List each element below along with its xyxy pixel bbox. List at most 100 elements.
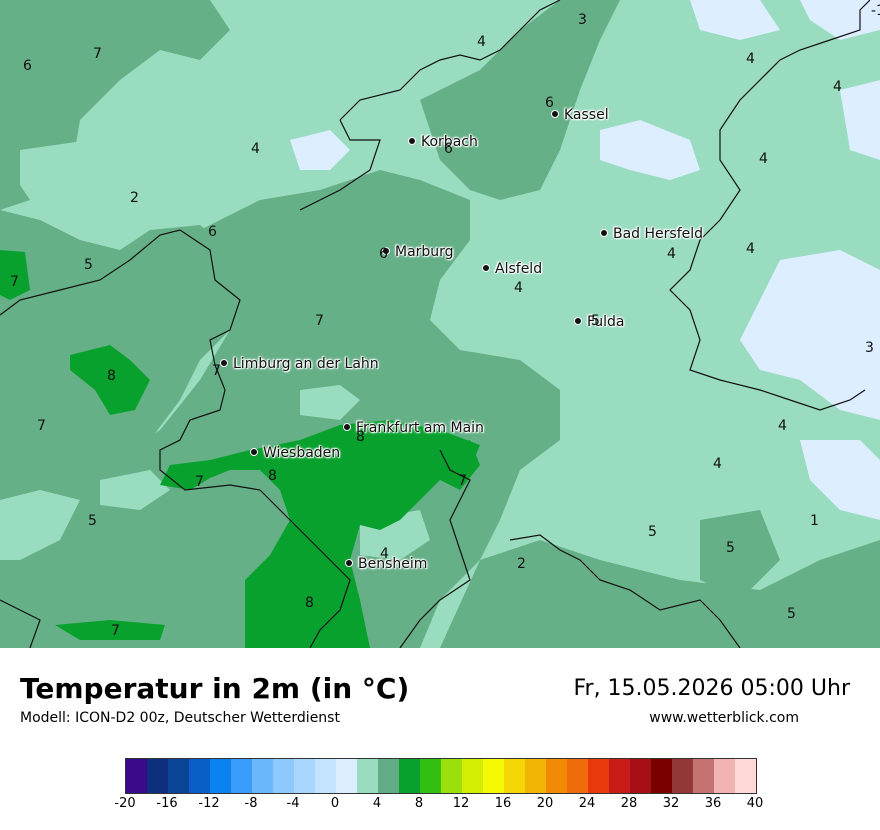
temperature-value: 4 (380, 546, 389, 562)
scale-swatch (651, 759, 672, 793)
temperature-value: 2 (130, 190, 139, 206)
temperature-value: 6 (208, 224, 217, 240)
temperature-value: 5 (787, 606, 796, 622)
scale-swatch (294, 759, 315, 793)
temperature-value: 5 (591, 313, 600, 329)
city-marker: Wiesbaden (250, 445, 340, 461)
scale-tick-label: 12 (452, 796, 470, 811)
forecast-datetime: Fr, 15.05.2026 05:00 Uhr (573, 676, 850, 701)
temperature-value: 4 (713, 456, 722, 472)
scale-swatch (147, 759, 168, 793)
website-link[interactable]: www.wetterblick.com (649, 710, 799, 726)
scale-swatch (273, 759, 294, 793)
temperature-value: 7 (458, 473, 467, 489)
scale-swatch (210, 759, 231, 793)
city-dot-icon (574, 317, 582, 325)
city-label: Bensheim (358, 556, 428, 572)
scale-swatch (483, 759, 504, 793)
model-info: Modell: ICON-D2 00z, Deutscher Wetterdie… (20, 710, 340, 726)
scale-swatch (567, 759, 588, 793)
temperature-value: 7 (10, 274, 19, 290)
temperature-value: 4 (667, 246, 676, 262)
city-label: Fulda (587, 314, 625, 330)
scale-tick-label: -12 (198, 796, 220, 811)
scale-tick-label: 8 (414, 796, 424, 811)
city-dot-icon (343, 423, 351, 431)
city-label: Bad Hersfeld (613, 226, 704, 242)
scale-swatch (378, 759, 399, 793)
scale-tick-label: 28 (620, 796, 638, 811)
scale-swatch (315, 759, 336, 793)
city-marker: Fulda (574, 314, 625, 330)
temperature-value: 5 (648, 524, 657, 540)
scale-swatch (399, 759, 420, 793)
temperature-value: 4 (514, 280, 523, 296)
scale-swatch (630, 759, 651, 793)
temperature-value: -1 (871, 3, 880, 19)
scale-swatch (189, 759, 210, 793)
scale-swatch (609, 759, 630, 793)
temperature-value: 4 (251, 141, 260, 157)
scale-swatch (231, 759, 252, 793)
temperature-value: 4 (746, 51, 755, 67)
city-label: Wiesbaden (263, 445, 341, 461)
city-marker: Frankfurt am Main (343, 420, 484, 436)
scale-swatch (126, 759, 147, 793)
scale-swatch (168, 759, 189, 793)
scale-tick-label: -20 (114, 796, 136, 811)
scale-tick-label: 36 (704, 796, 722, 811)
scale-tick-label: 32 (662, 796, 680, 811)
city-marker: Limburg an der Lahn (220, 356, 379, 372)
temperature-value: 3 (865, 340, 874, 356)
temperature-value: 8 (356, 429, 365, 445)
temperature-value: 4 (778, 418, 787, 434)
scale-swatch (672, 759, 693, 793)
city-dot-icon (482, 264, 490, 272)
temperature-value: 7 (212, 363, 221, 379)
temperature-value: 6 (379, 246, 388, 262)
state-borders (0, 0, 871, 648)
scale-swatch (735, 759, 756, 793)
city-marker: Bad Hersfeld (600, 226, 703, 242)
map-canvas (0, 0, 880, 648)
city-label: Alsfeld (495, 261, 543, 277)
temperature-value: 6 (545, 95, 554, 111)
temperature-value: 5 (88, 513, 97, 529)
city-dot-icon (220, 359, 228, 367)
temperature-value: 6 (23, 58, 32, 74)
scale-tick-label: -4 (286, 796, 300, 811)
scale-swatch (588, 759, 609, 793)
city-marker: Marburg (382, 244, 454, 260)
city-dot-icon (600, 229, 608, 237)
temperature-value: 7 (93, 46, 102, 62)
scale-swatch (336, 759, 357, 793)
city-label: Limburg an der Lahn (233, 356, 379, 372)
temperature-value: 4 (759, 151, 768, 167)
city-marker: Bensheim (345, 556, 427, 572)
city-marker: Kassel (551, 107, 609, 123)
scale-tick-label: -8 (244, 796, 258, 811)
scale-tick-label: 0 (330, 796, 340, 811)
scale-swatch (546, 759, 567, 793)
color-scale (125, 758, 757, 794)
temp-band-4-islands (0, 140, 430, 560)
temperature-value: 4 (746, 241, 755, 257)
scale-tick-label: 24 (578, 796, 596, 811)
city-dot-icon (382, 247, 390, 255)
temperature-value: 8 (268, 468, 277, 484)
temperature-value: 3 (578, 12, 587, 28)
city-dot-icon (250, 448, 258, 456)
temperature-value: 5 (84, 257, 93, 273)
temperature-value: 6 (444, 141, 453, 157)
scale-tick-label: 4 (372, 796, 382, 811)
scale-tick-label: 40 (746, 796, 764, 811)
temperature-value: 4 (477, 34, 486, 50)
temperature-value: 8 (305, 595, 314, 611)
city-dot-icon (345, 559, 353, 567)
temperature-value: 7 (111, 623, 120, 639)
temperature-value: 2 (517, 556, 526, 572)
scale-swatch (252, 759, 273, 793)
temperature-value: 7 (315, 313, 324, 329)
scale-swatch (525, 759, 546, 793)
scale-swatch (462, 759, 483, 793)
